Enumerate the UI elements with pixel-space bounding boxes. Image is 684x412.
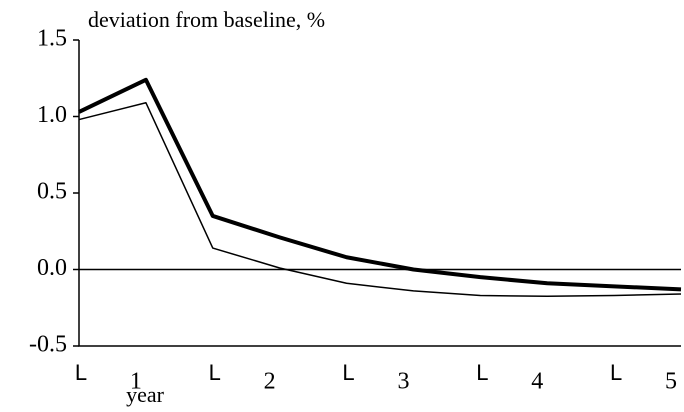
series-line xyxy=(78,101,682,298)
series-line xyxy=(78,77,682,292)
x-minor-tick: L xyxy=(342,360,354,385)
x-tick-label: 4 xyxy=(531,369,543,395)
y-tick-label: 0.0 xyxy=(37,255,67,281)
x-minor-tick: L xyxy=(209,360,221,385)
y-tick-label: 0.5 xyxy=(37,179,67,205)
x-minor-tick: L xyxy=(75,360,87,385)
x-minor-tick: L xyxy=(610,360,622,385)
plot-frame xyxy=(78,40,681,347)
x-tick-label: 1 xyxy=(130,369,142,395)
x-minor-tick: L xyxy=(476,360,488,385)
y-tick-label: -0.5 xyxy=(29,332,67,358)
x-tick-label: 3 xyxy=(397,369,409,395)
x-tick-label: 2 xyxy=(264,369,276,395)
x-axis-label: year xyxy=(126,382,165,407)
y-tick-label: 1.5 xyxy=(37,26,67,52)
y-tick-label: 1.0 xyxy=(37,102,67,128)
x-tick-label: 5 xyxy=(665,369,677,395)
y-axis-label: deviation from baseline, % xyxy=(88,7,325,32)
